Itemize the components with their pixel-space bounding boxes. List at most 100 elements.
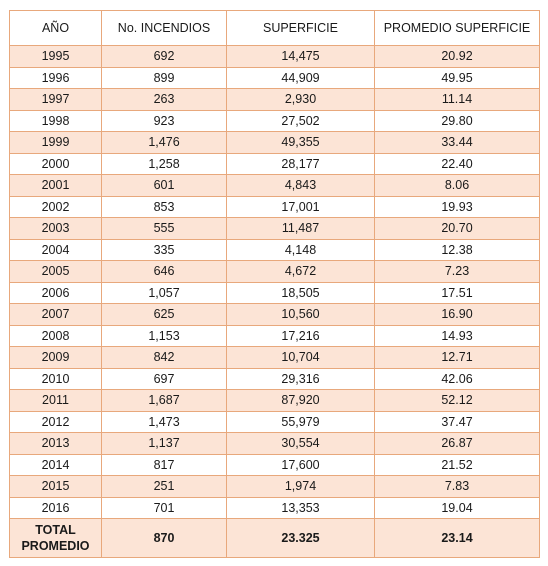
total-label-line2: PROMEDIO [21, 539, 90, 553]
header-row: AÑO No. INCENDIOS SUPERFICIE PROMEDIO SU… [9, 10, 540, 46]
cell-area: 28,177 [226, 152, 375, 175]
total-row: TOTAL PROMEDIO 870 23.325 23.14 [9, 518, 540, 558]
cell-fires: 335 [101, 238, 227, 261]
cell-year: 1997 [9, 88, 102, 111]
cell-average-area: 7.23 [374, 260, 540, 283]
cell-fires: 625 [101, 303, 227, 326]
table-row: 2003 555 11,487 20.70 [9, 217, 540, 240]
cell-average-area: 52.12 [374, 389, 540, 412]
table-row: 2001 601 4,843 8.06 [9, 174, 540, 197]
cell-area: 1,974 [226, 475, 375, 498]
cell-fires: 1,473 [101, 410, 227, 433]
cell-area: 30,554 [226, 432, 375, 455]
cell-area: 44,909 [226, 66, 375, 89]
table-row: 2004 335 4,148 12.38 [9, 238, 540, 261]
cell-area: 4,148 [226, 238, 375, 261]
cell-fires: 692 [101, 45, 227, 68]
cell-year: 2005 [9, 260, 102, 283]
cell-average-area: 7.83 [374, 475, 540, 498]
cell-fires: 555 [101, 217, 227, 240]
cell-area: 4,672 [226, 260, 375, 283]
cell-average-area: 8.06 [374, 174, 540, 197]
cell-average-area: 26.87 [374, 432, 540, 455]
cell-year: 2013 [9, 432, 102, 455]
cell-area: 27,502 [226, 109, 375, 132]
total-label: TOTAL PROMEDIO [9, 518, 102, 558]
cell-average-area: 33.44 [374, 131, 540, 154]
cell-area: 4,843 [226, 174, 375, 197]
cell-area: 13,353 [226, 496, 375, 519]
table-row: 2010 697 29,316 42.06 [9, 367, 540, 390]
table-row: 2009 842 10,704 12.71 [9, 346, 540, 369]
cell-fires: 1,153 [101, 324, 227, 347]
table-row: 2014 817 17,600 21.52 [9, 453, 540, 476]
cell-year: 2012 [9, 410, 102, 433]
cell-area: 18,505 [226, 281, 375, 304]
cell-area: 17,600 [226, 453, 375, 476]
header-year: AÑO [9, 10, 102, 46]
cell-average-area: 20.92 [374, 45, 540, 68]
cell-fires: 817 [101, 453, 227, 476]
cell-fires: 646 [101, 260, 227, 283]
table-row: 1996 899 44,909 49.95 [9, 66, 540, 89]
table-row: 2015 251 1,974 7.83 [9, 475, 540, 498]
cell-year: 1998 [9, 109, 102, 132]
cell-fires: 923 [101, 109, 227, 132]
cell-fires: 1,476 [101, 131, 227, 154]
cell-area: 87,920 [226, 389, 375, 412]
cell-area: 10,560 [226, 303, 375, 326]
cell-fires: 263 [101, 88, 227, 111]
cell-year: 2016 [9, 496, 102, 519]
table-row: 2002 853 17,001 19.93 [9, 195, 540, 218]
cell-year: 1999 [9, 131, 102, 154]
table-row: 1995 692 14,475 20.92 [9, 45, 540, 68]
cell-year: 2011 [9, 389, 102, 412]
cell-average-area: 19.04 [374, 496, 540, 519]
cell-fires: 842 [101, 346, 227, 369]
cell-year: 2010 [9, 367, 102, 390]
cell-area: 10,704 [226, 346, 375, 369]
cell-average-area: 12.71 [374, 346, 540, 369]
cell-average-area: 11.14 [374, 88, 540, 111]
table-row: 2006 1,057 18,505 17.51 [9, 281, 540, 304]
cell-year: 2015 [9, 475, 102, 498]
table-row: 1999 1,476 49,355 33.44 [9, 131, 540, 154]
cell-average-area: 29.80 [374, 109, 540, 132]
cell-average-area: 21.52 [374, 453, 540, 476]
cell-fires: 701 [101, 496, 227, 519]
cell-area: 14,475 [226, 45, 375, 68]
cell-year: 2004 [9, 238, 102, 261]
cell-area: 55,979 [226, 410, 375, 433]
cell-year: 2014 [9, 453, 102, 476]
cell-fires: 1,057 [101, 281, 227, 304]
table-row: 2007 625 10,560 16.90 [9, 303, 540, 326]
table-container: AÑO No. INCENDIOS SUPERFICIE PROMEDIO SU… [9, 10, 540, 558]
cell-year: 2008 [9, 324, 102, 347]
cell-fires: 251 [101, 475, 227, 498]
cell-area: 49,355 [226, 131, 375, 154]
cell-fires: 697 [101, 367, 227, 390]
cell-year: 2006 [9, 281, 102, 304]
cell-average-area: 19.93 [374, 195, 540, 218]
table-row: 1998 923 27,502 29.80 [9, 109, 540, 132]
cell-year: 1996 [9, 66, 102, 89]
cell-average-area: 42.06 [374, 367, 540, 390]
cell-average-area: 49.95 [374, 66, 540, 89]
table-row: 2013 1,137 30,554 26.87 [9, 432, 540, 455]
cell-fires: 899 [101, 66, 227, 89]
cell-fires: 853 [101, 195, 227, 218]
cell-year: 2009 [9, 346, 102, 369]
cell-fires: 1,687 [101, 389, 227, 412]
total-fires: 870 [101, 518, 227, 558]
fire-statistics-table: AÑO No. INCENDIOS SUPERFICIE PROMEDIO SU… [9, 10, 540, 558]
total-label-line1: TOTAL [35, 523, 76, 537]
cell-average-area: 17.51 [374, 281, 540, 304]
table-row: 2011 1,687 87,920 52.12 [9, 389, 540, 412]
header-average-area: PROMEDIO SUPERFICIE [374, 10, 540, 46]
cell-fires: 1,258 [101, 152, 227, 175]
total-average-area: 23.14 [374, 518, 540, 558]
total-area: 23.325 [226, 518, 375, 558]
header-area: SUPERFICIE [226, 10, 375, 46]
table-row: 2005 646 4,672 7.23 [9, 260, 540, 283]
cell-average-area: 16.90 [374, 303, 540, 326]
